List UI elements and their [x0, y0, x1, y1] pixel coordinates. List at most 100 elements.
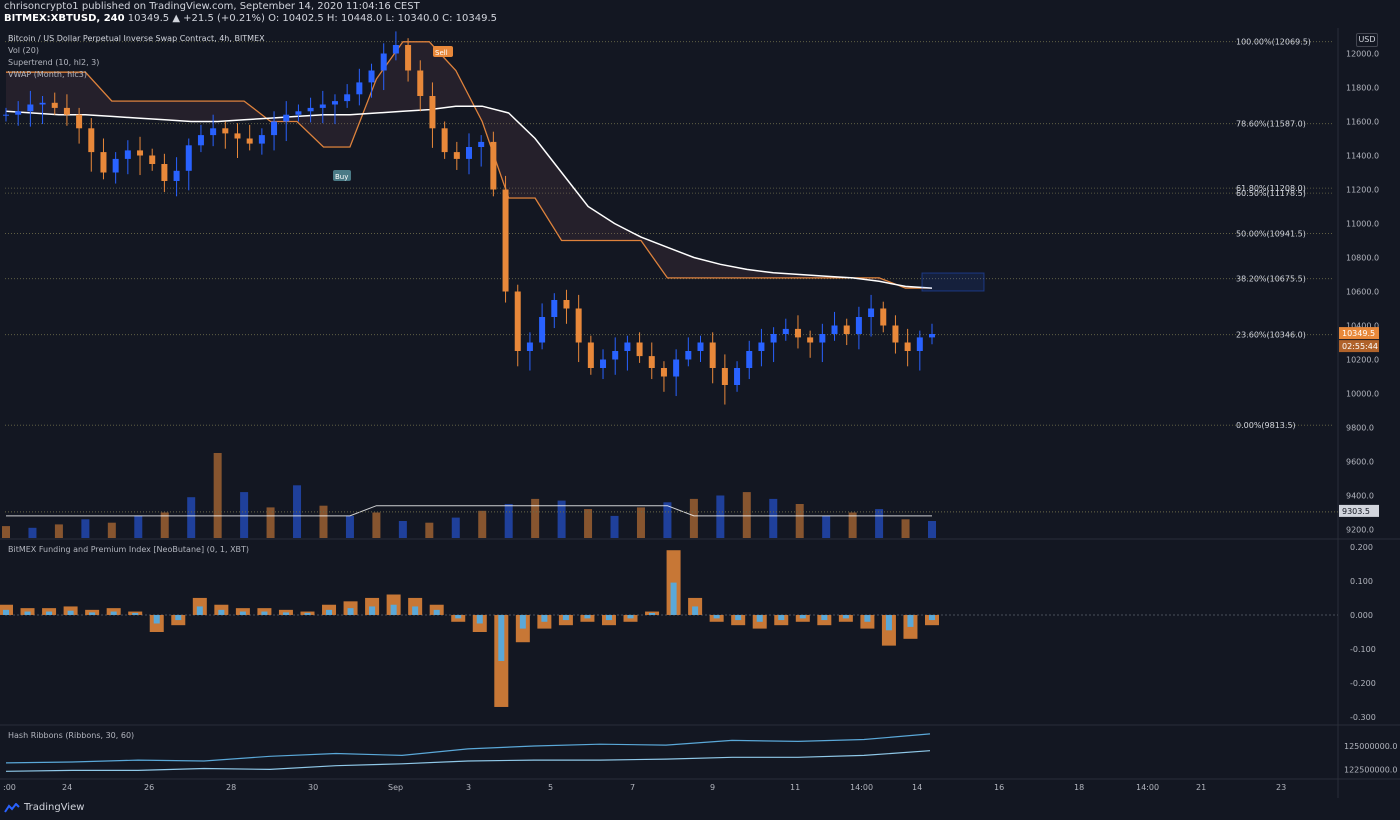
last-price-badge — [1339, 327, 1379, 340]
funding-axis-tick: 0.100 — [1350, 577, 1373, 586]
last-price-text: 10349.5 — [1342, 329, 1375, 338]
price-axis-tick: 10600.0 — [1346, 288, 1379, 297]
funding-bar — [0, 604, 13, 615]
premium-bar — [692, 606, 699, 615]
candle-body — [210, 128, 217, 136]
legend-vwap: VWAP (Month, hlc3) — [8, 70, 87, 79]
premium-bar — [67, 610, 74, 615]
candle-body — [185, 145, 192, 171]
candle-body — [234, 133, 241, 139]
candle-body — [137, 150, 144, 156]
premium-bar — [885, 614, 892, 631]
candle-body — [149, 155, 156, 164]
volume-bar — [107, 522, 116, 538]
candle-body — [831, 325, 838, 334]
premium-bar — [649, 612, 656, 615]
volume-bar — [398, 521, 407, 538]
legend-title: Bitcoin / US Dollar Perpetual Inverse Sw… — [8, 34, 265, 43]
funding-axis-tick: 0.200 — [1350, 543, 1373, 552]
candle-body — [892, 325, 899, 343]
volume-bar — [2, 526, 10, 538]
premium-bar — [778, 614, 785, 621]
premium-bar — [842, 614, 849, 619]
candle-body — [697, 342, 704, 351]
premium-bar — [347, 608, 354, 615]
candle-body — [514, 291, 521, 351]
candle-body — [587, 342, 594, 368]
candle-body — [929, 334, 935, 338]
candle-body — [112, 158, 119, 173]
premium-bar — [218, 609, 225, 615]
candle-body — [124, 150, 131, 159]
candle-body — [600, 359, 607, 368]
premium-bar — [282, 612, 289, 615]
premium-bar — [627, 614, 634, 619]
candle-body — [843, 325, 850, 334]
projection-box — [921, 272, 985, 292]
candle-body — [453, 152, 460, 159]
premium-bar — [562, 614, 569, 621]
candle-body — [405, 45, 412, 71]
countdown-text: 02:55:44 — [1342, 342, 1378, 351]
price-axis-tick: 9400.0 — [1346, 492, 1374, 501]
volume-bar — [345, 515, 354, 538]
candle-body — [807, 337, 814, 343]
volume-bar — [54, 524, 63, 538]
funding-bar — [214, 604, 229, 615]
premium-bar — [110, 611, 117, 615]
price-axis-tick: 10000.0 — [1346, 390, 1379, 399]
candle-body — [636, 342, 643, 357]
volume-bar — [742, 492, 751, 538]
premium-bar — [929, 614, 935, 621]
candle-body — [319, 104, 326, 108]
volume-bar — [240, 492, 249, 538]
premium-bar — [476, 614, 483, 624]
candle-body — [794, 328, 801, 338]
candle-body — [76, 114, 83, 129]
fib-level-label: 38.20%(10675.5) — [1236, 275, 1306, 284]
hash-axis-tick: 125000000.0 — [1344, 742, 1397, 751]
x-axis-tick: 7 — [630, 783, 635, 792]
funding-bar — [558, 614, 573, 626]
price-axis-tick: 11600.0 — [1346, 118, 1379, 127]
candle-body — [612, 351, 619, 360]
volume-bar — [928, 521, 936, 538]
x-axis-tick: 3 — [466, 783, 471, 792]
volume-bar — [795, 504, 804, 538]
fib-level-label: 100.00%(12069.5) — [1236, 38, 1311, 47]
price-axis-tick: 9800.0 — [1346, 424, 1374, 433]
candle-body — [100, 152, 107, 173]
legend-vol: Vol (20) — [8, 46, 39, 55]
premium-bar — [304, 612, 311, 615]
premium-bar — [455, 614, 462, 619]
premium-bar — [175, 614, 182, 621]
candle-body — [3, 114, 9, 116]
candle-body — [758, 342, 765, 351]
x-axis-tick: 23 — [1276, 783, 1286, 792]
candle-body — [392, 45, 399, 54]
candle-body — [855, 317, 862, 334]
x-axis-tick: 14:00 — [850, 783, 873, 792]
premium-bar — [153, 614, 160, 624]
x-axis-tick: Sep — [388, 783, 403, 792]
volume-bar — [663, 502, 672, 538]
volume-bar — [557, 500, 566, 538]
volume-bar — [293, 485, 302, 538]
price-axis-tick: 11200.0 — [1346, 186, 1379, 195]
premium-bar — [907, 614, 914, 627]
symbol-label: BITMEX:XBTUSD, 240 — [4, 13, 125, 24]
currency-badge[interactable]: USD — [1356, 33, 1378, 47]
volume-bar — [636, 507, 645, 538]
tradingview-logo-icon — [4, 802, 20, 813]
sell-signal-label: Sell — [435, 49, 448, 57]
legend-funding: BitMEX Funding and Premium Index [NeoBut… — [8, 545, 249, 554]
funding-bar — [601, 614, 616, 626]
candle-body — [356, 82, 363, 95]
volume-bar — [187, 497, 196, 538]
premium-bar — [605, 614, 612, 621]
candle-body — [283, 114, 290, 122]
hash-axis-tick: 122500000.0 — [1344, 765, 1397, 774]
tradingview-brand[interactable]: TradingView — [4, 802, 84, 813]
candle-body — [734, 368, 741, 385]
